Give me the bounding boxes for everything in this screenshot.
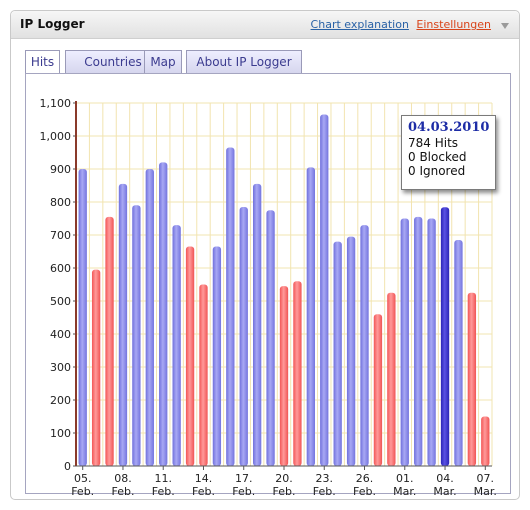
x-tick-label-day: 04. (436, 472, 454, 485)
x-tick-label-day: 17. (235, 472, 253, 485)
bar (279, 286, 289, 466)
tab-about-ip-logger[interactable]: About IP Logger (186, 50, 302, 73)
x-tick-label-month: Feb. (232, 485, 255, 495)
x-tick-label-month: Feb. (192, 485, 215, 495)
bar (454, 239, 463, 466)
x-tick-label-month: Feb. (71, 485, 94, 495)
tooltip-hits: 784 Hits (408, 136, 459, 150)
collapse-button[interactable] (499, 19, 511, 29)
x-tick-label-day: 14. (195, 472, 213, 485)
bar (467, 292, 477, 466)
bar (293, 281, 302, 466)
bar (253, 183, 262, 466)
bar (414, 216, 423, 466)
hits-bar-chart: 0 100 200 300 400 500 600 700 800 900 1,000 1,100 05… (40, 97, 497, 495)
x-tick-label-day: 11. (154, 472, 172, 485)
bar (400, 218, 409, 466)
widget-title: IP Logger (20, 17, 85, 31)
x-tick-label-month: Feb. (273, 485, 296, 495)
y-tick-label: 100 (50, 427, 71, 440)
y-tick-label: 300 (50, 361, 71, 374)
tooltip-ignored: 0 Ignored (408, 164, 466, 178)
bar (145, 169, 154, 466)
x-tick-label-month: Mar. (433, 485, 456, 495)
bar (320, 114, 329, 467)
tab-hits[interactable]: Hits (25, 50, 60, 75)
x-tick-label-month: Feb. (313, 485, 336, 495)
x-tick-label-month: Feb. (111, 485, 134, 495)
widget-header: IP Logger Chart explanation Einstellunge… (11, 11, 519, 39)
bar (360, 225, 369, 466)
x-tick-label-day: 05. (74, 472, 92, 485)
y-tick-label: 900 (50, 163, 71, 176)
bar (199, 284, 208, 466)
bar (132, 205, 141, 467)
tab-map[interactable]: Map (144, 50, 182, 73)
y-tick-label: 800 (50, 196, 71, 209)
bar (440, 207, 450, 466)
y-tick-label: 1,000 (40, 130, 72, 143)
bar (481, 416, 490, 466)
bar (159, 162, 168, 466)
bar (91, 269, 101, 466)
bar (306, 167, 315, 466)
x-tick-label-day: 08. (114, 472, 132, 485)
bar (212, 246, 222, 466)
x-tick-label-month: Feb. (353, 485, 376, 495)
bar (333, 241, 342, 466)
y-tick-label: 600 (50, 262, 71, 275)
bar (239, 206, 248, 466)
bar (105, 216, 114, 466)
x-tick-label-month: Feb. (152, 485, 175, 495)
bar (226, 147, 235, 467)
tooltip-blocked: 0 Blocked (408, 150, 467, 164)
y-tick-label: 0 (64, 460, 71, 473)
x-tick-label-day: 23. (316, 472, 334, 485)
x-tick-label-day: 20. (275, 472, 293, 485)
bar (427, 218, 436, 466)
bar (373, 314, 383, 466)
settings-link[interactable]: Einstellungen (416, 18, 491, 31)
ip-logger-widget: IP Logger Chart explanation Einstellunge… (10, 10, 520, 500)
bar (185, 246, 195, 466)
y-tick-label: 400 (50, 328, 71, 341)
bar (118, 183, 128, 466)
y-tick-label: 500 (50, 295, 71, 308)
hits-panel: 0 100 200 300 400 500 600 700 800 900 1,000 1,100 05… (25, 73, 511, 495)
bar (346, 236, 356, 466)
tooltip-date: 04.03.2010 (408, 120, 490, 135)
bar (78, 169, 87, 466)
bar (172, 225, 181, 466)
x-tick-label-day: 26. (356, 472, 374, 485)
x-tick-label-month: Mar. (393, 485, 416, 495)
y-tick-label: 700 (50, 229, 71, 242)
triangle-down-icon (501, 23, 509, 29)
bar (266, 210, 275, 466)
header-links: Chart explanation Einstellungen (311, 18, 491, 31)
y-tick-label: 200 (50, 394, 71, 407)
chart-explanation-link[interactable]: Chart explanation (310, 18, 409, 31)
tab-countries[interactable]: Countries (65, 50, 161, 73)
x-tick-label-day: 07. (477, 472, 495, 485)
bar (387, 292, 396, 466)
y-tick-label: 1,100 (40, 97, 72, 110)
chart-tooltip: 04.03.2010 784 Hits 0 Blocked 0 Ignored (401, 115, 496, 190)
x-tick-label-month: Mar. (474, 485, 497, 495)
x-tick-label-day: 01. (396, 472, 414, 485)
